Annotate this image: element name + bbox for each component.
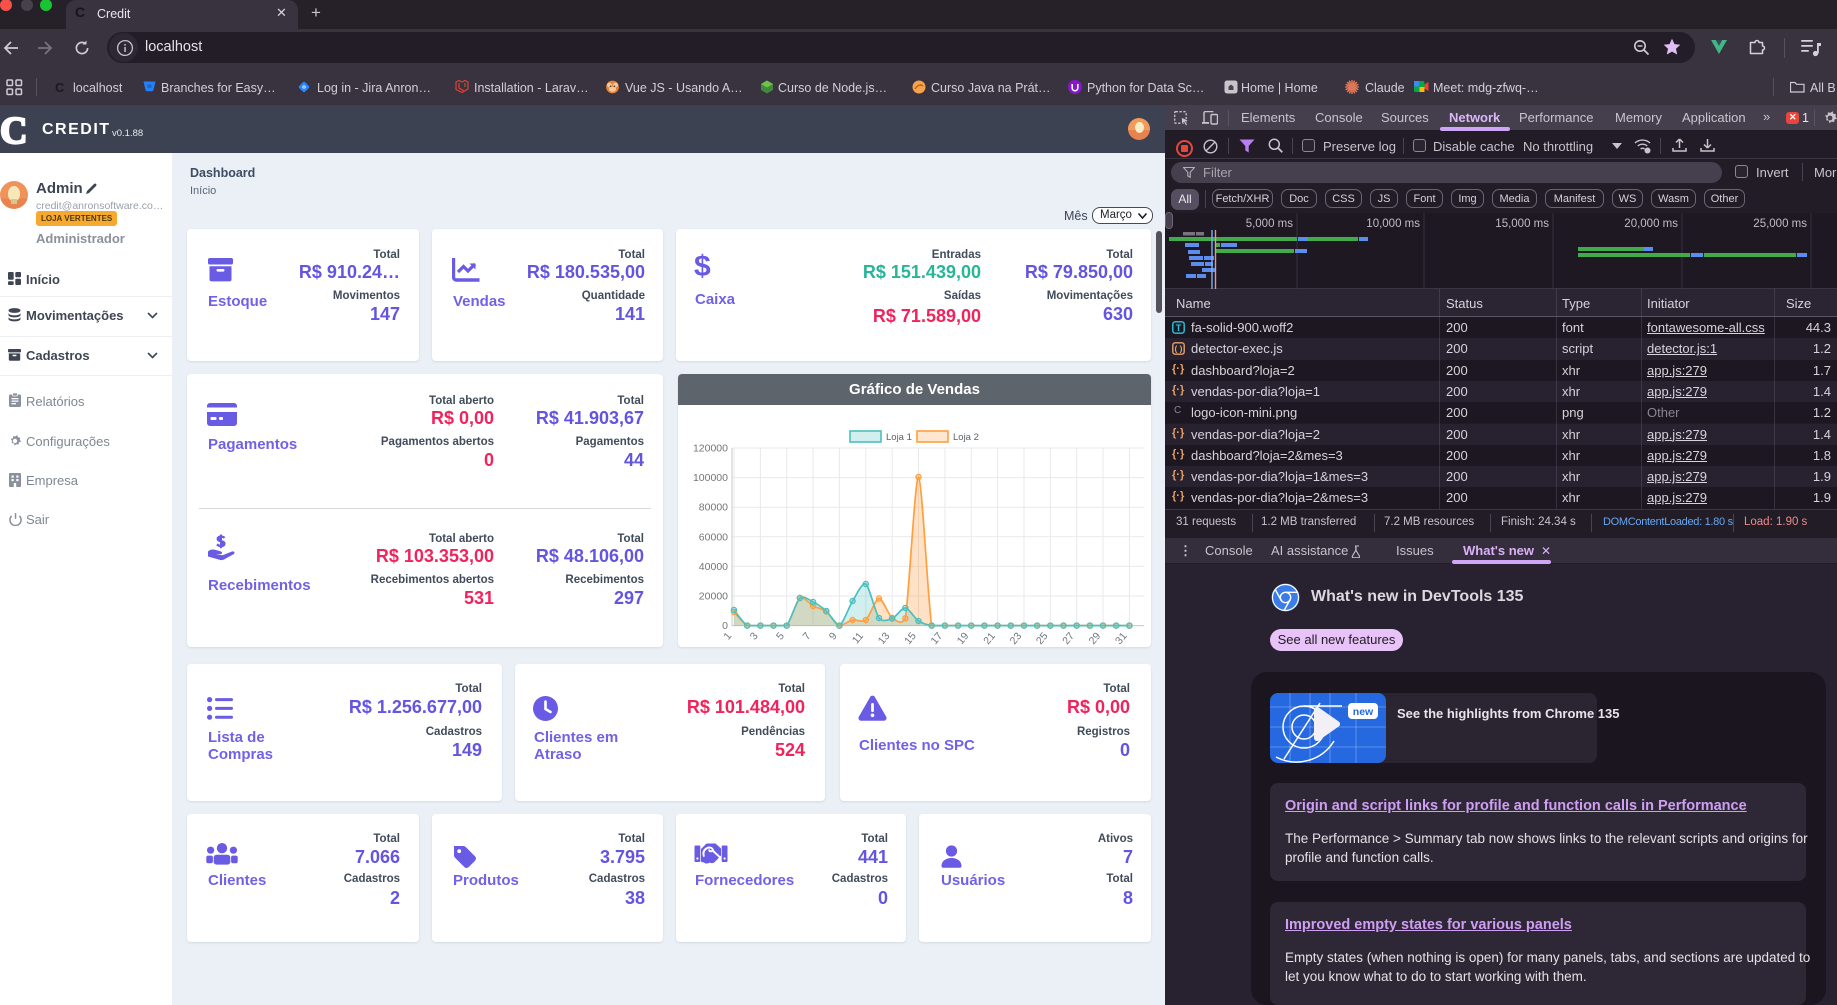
svg-text:5: 5 <box>774 630 787 642</box>
svg-text:27: 27 <box>1060 630 1077 647</box>
svg-text:100000: 100000 <box>693 472 728 484</box>
svg-text:15: 15 <box>902 630 919 647</box>
svg-text:31: 31 <box>1113 630 1130 647</box>
svg-text:11: 11 <box>850 630 866 646</box>
svg-text:60000: 60000 <box>699 531 728 543</box>
svg-text:5,000 ms: 5,000 ms <box>1246 218 1294 230</box>
svg-text:25,000 ms: 25,000 ms <box>1753 218 1807 230</box>
svg-text:120000: 120000 <box>693 443 728 455</box>
svg-text:7: 7 <box>800 630 813 642</box>
svg-text:19: 19 <box>955 630 972 647</box>
svg-text:9: 9 <box>827 630 840 642</box>
svg-text:13: 13 <box>876 630 893 647</box>
svg-text:T: T <box>1176 323 1182 333</box>
svg-text:10,000 ms: 10,000 ms <box>1366 218 1420 230</box>
svg-text:21: 21 <box>981 630 998 647</box>
svg-text:new: new <box>1353 706 1374 718</box>
svg-text:Loja 1: Loja 1 <box>886 432 912 443</box>
svg-text:15,000 ms: 15,000 ms <box>1495 218 1549 230</box>
svg-text:3: 3 <box>748 630 761 642</box>
svg-text:40000: 40000 <box>699 561 728 573</box>
svg-text:0: 0 <box>722 620 728 632</box>
svg-text:29: 29 <box>1087 630 1104 647</box>
svg-text:80000: 80000 <box>699 502 728 514</box>
svg-text:23: 23 <box>1008 630 1025 647</box>
svg-text:20000: 20000 <box>699 591 728 603</box>
svg-text:25: 25 <box>1034 630 1051 647</box>
svg-text:17: 17 <box>928 630 945 647</box>
svg-text:20,000 ms: 20,000 ms <box>1624 218 1678 230</box>
svg-text:Loja 2: Loja 2 <box>953 432 979 443</box>
svg-text:( ): ( ) <box>1174 344 1182 354</box>
